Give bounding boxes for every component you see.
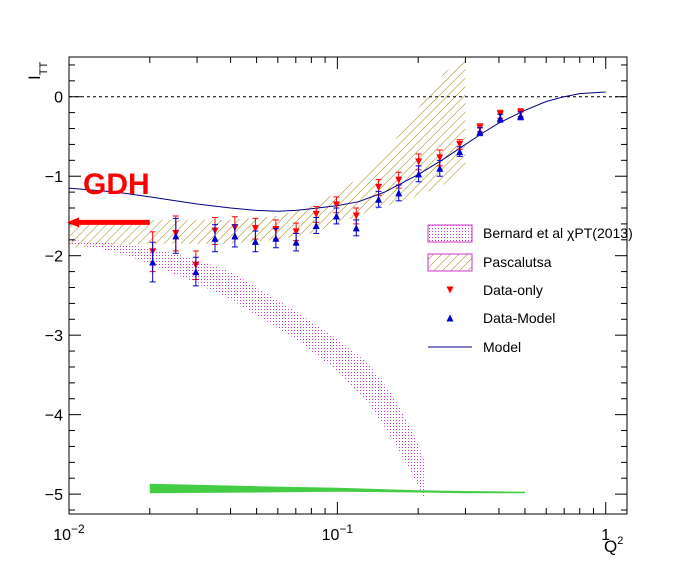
legend-entry: Data-only	[446, 282, 543, 298]
x-tick-label: 10−1	[322, 522, 354, 544]
data-only-marker	[251, 225, 259, 233]
data-model-point	[192, 256, 200, 287]
data-model-point	[436, 159, 444, 177]
data-model-point	[456, 146, 464, 157]
bernard-band	[69, 239, 424, 499]
y-tick-label: −3	[45, 328, 63, 345]
legend-marker-up	[446, 314, 454, 322]
bands-layer	[69, 57, 526, 499]
data-model-marker	[496, 114, 504, 122]
x-axis-title: Q2	[604, 535, 623, 556]
data-model-point	[292, 232, 300, 252]
data-model-point	[375, 190, 383, 208]
data-only-marker	[312, 210, 320, 218]
data-only-marker	[415, 158, 423, 166]
data-model-marker	[375, 195, 383, 203]
model-layer	[69, 91, 606, 212]
pascalutsa-band	[69, 57, 466, 248]
data-model-marker	[517, 112, 525, 120]
data-only-marker	[436, 154, 444, 162]
data-model-point	[496, 113, 504, 123]
data-only-marker	[375, 183, 383, 191]
legend-entry: Pascalutsa	[427, 253, 552, 272]
data-model-point	[415, 165, 423, 183]
data-model-marker	[312, 221, 320, 229]
data-only-marker	[292, 228, 300, 236]
data-model-marker	[251, 237, 259, 245]
data-model-marker	[415, 170, 423, 178]
legend: Bernard et al χPT(2013) Pascalutsa Data-on…	[427, 224, 633, 355]
data-model-marker	[436, 164, 444, 172]
data-model-marker	[192, 268, 200, 276]
data-model-point	[149, 241, 157, 283]
gdh-annotation: GDH	[67, 168, 150, 228]
legend-label: Bernard et al χPT(2013)	[483, 225, 633, 241]
model-line	[69, 91, 606, 212]
data-model-marker	[476, 128, 484, 136]
data-model-point	[332, 207, 340, 225]
data-model-point	[272, 228, 280, 249]
data-only-marker	[332, 201, 340, 209]
points-layer	[149, 108, 525, 287]
legend-label: Model	[483, 339, 521, 355]
x-tick-label: 10−2	[53, 522, 85, 544]
legend-swatch-dots	[427, 224, 473, 243]
y-tick-label: −2	[45, 249, 63, 266]
legend-entry: Model	[428, 339, 521, 355]
data-model-point	[312, 217, 320, 234]
y-tick-label: −1	[45, 169, 63, 186]
legend-label: Pascalutsa	[483, 254, 552, 270]
y-tick-label: −5	[45, 487, 63, 504]
legend-label: Data-only	[483, 282, 543, 298]
y-axis-title: ITT	[25, 62, 50, 80]
plot-border	[68, 56, 628, 515]
legend-entry: Data-Model	[446, 310, 555, 326]
legend-swatch-hatch	[427, 253, 473, 272]
gdh-arrow-head	[67, 217, 79, 228]
data-model-point	[172, 217, 180, 254]
data-model-point	[211, 224, 219, 253]
data-model-marker	[149, 258, 157, 266]
data-model-marker	[172, 232, 180, 240]
y-tick-label: 0	[54, 90, 63, 107]
y-tick-label: −4	[45, 408, 63, 425]
plot-frame	[68, 56, 628, 515]
green-band	[149, 483, 526, 494]
legend-entry: Bernard et al χPT(2013)	[427, 224, 633, 243]
data-model-point	[251, 230, 259, 253]
data-model-marker	[456, 148, 464, 156]
data-only-marker	[456, 140, 464, 148]
data-model-point	[231, 224, 239, 248]
data-model-marker	[352, 224, 360, 232]
data-model-point	[352, 219, 360, 237]
data-model-point	[517, 111, 525, 121]
data-model-marker	[272, 234, 280, 242]
data-model-point	[395, 184, 403, 202]
data-only-marker	[352, 212, 360, 220]
data-model-point	[476, 127, 484, 137]
legend-marker-down	[446, 286, 454, 294]
data-model-marker	[395, 189, 403, 197]
legend-label: Data-Model	[483, 310, 555, 326]
gdh-label: GDH	[83, 168, 150, 201]
x-tick-label: 1	[601, 527, 610, 544]
data-only-marker	[395, 176, 403, 184]
data-model-marker	[231, 232, 239, 240]
data-model-marker	[332, 212, 340, 220]
data-model-marker	[292, 238, 300, 246]
data-model-marker	[211, 234, 219, 242]
